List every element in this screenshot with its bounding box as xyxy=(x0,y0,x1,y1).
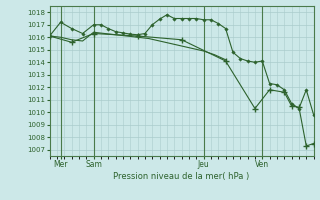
X-axis label: Pression niveau de la mer( hPa ): Pression niveau de la mer( hPa ) xyxy=(114,172,250,181)
